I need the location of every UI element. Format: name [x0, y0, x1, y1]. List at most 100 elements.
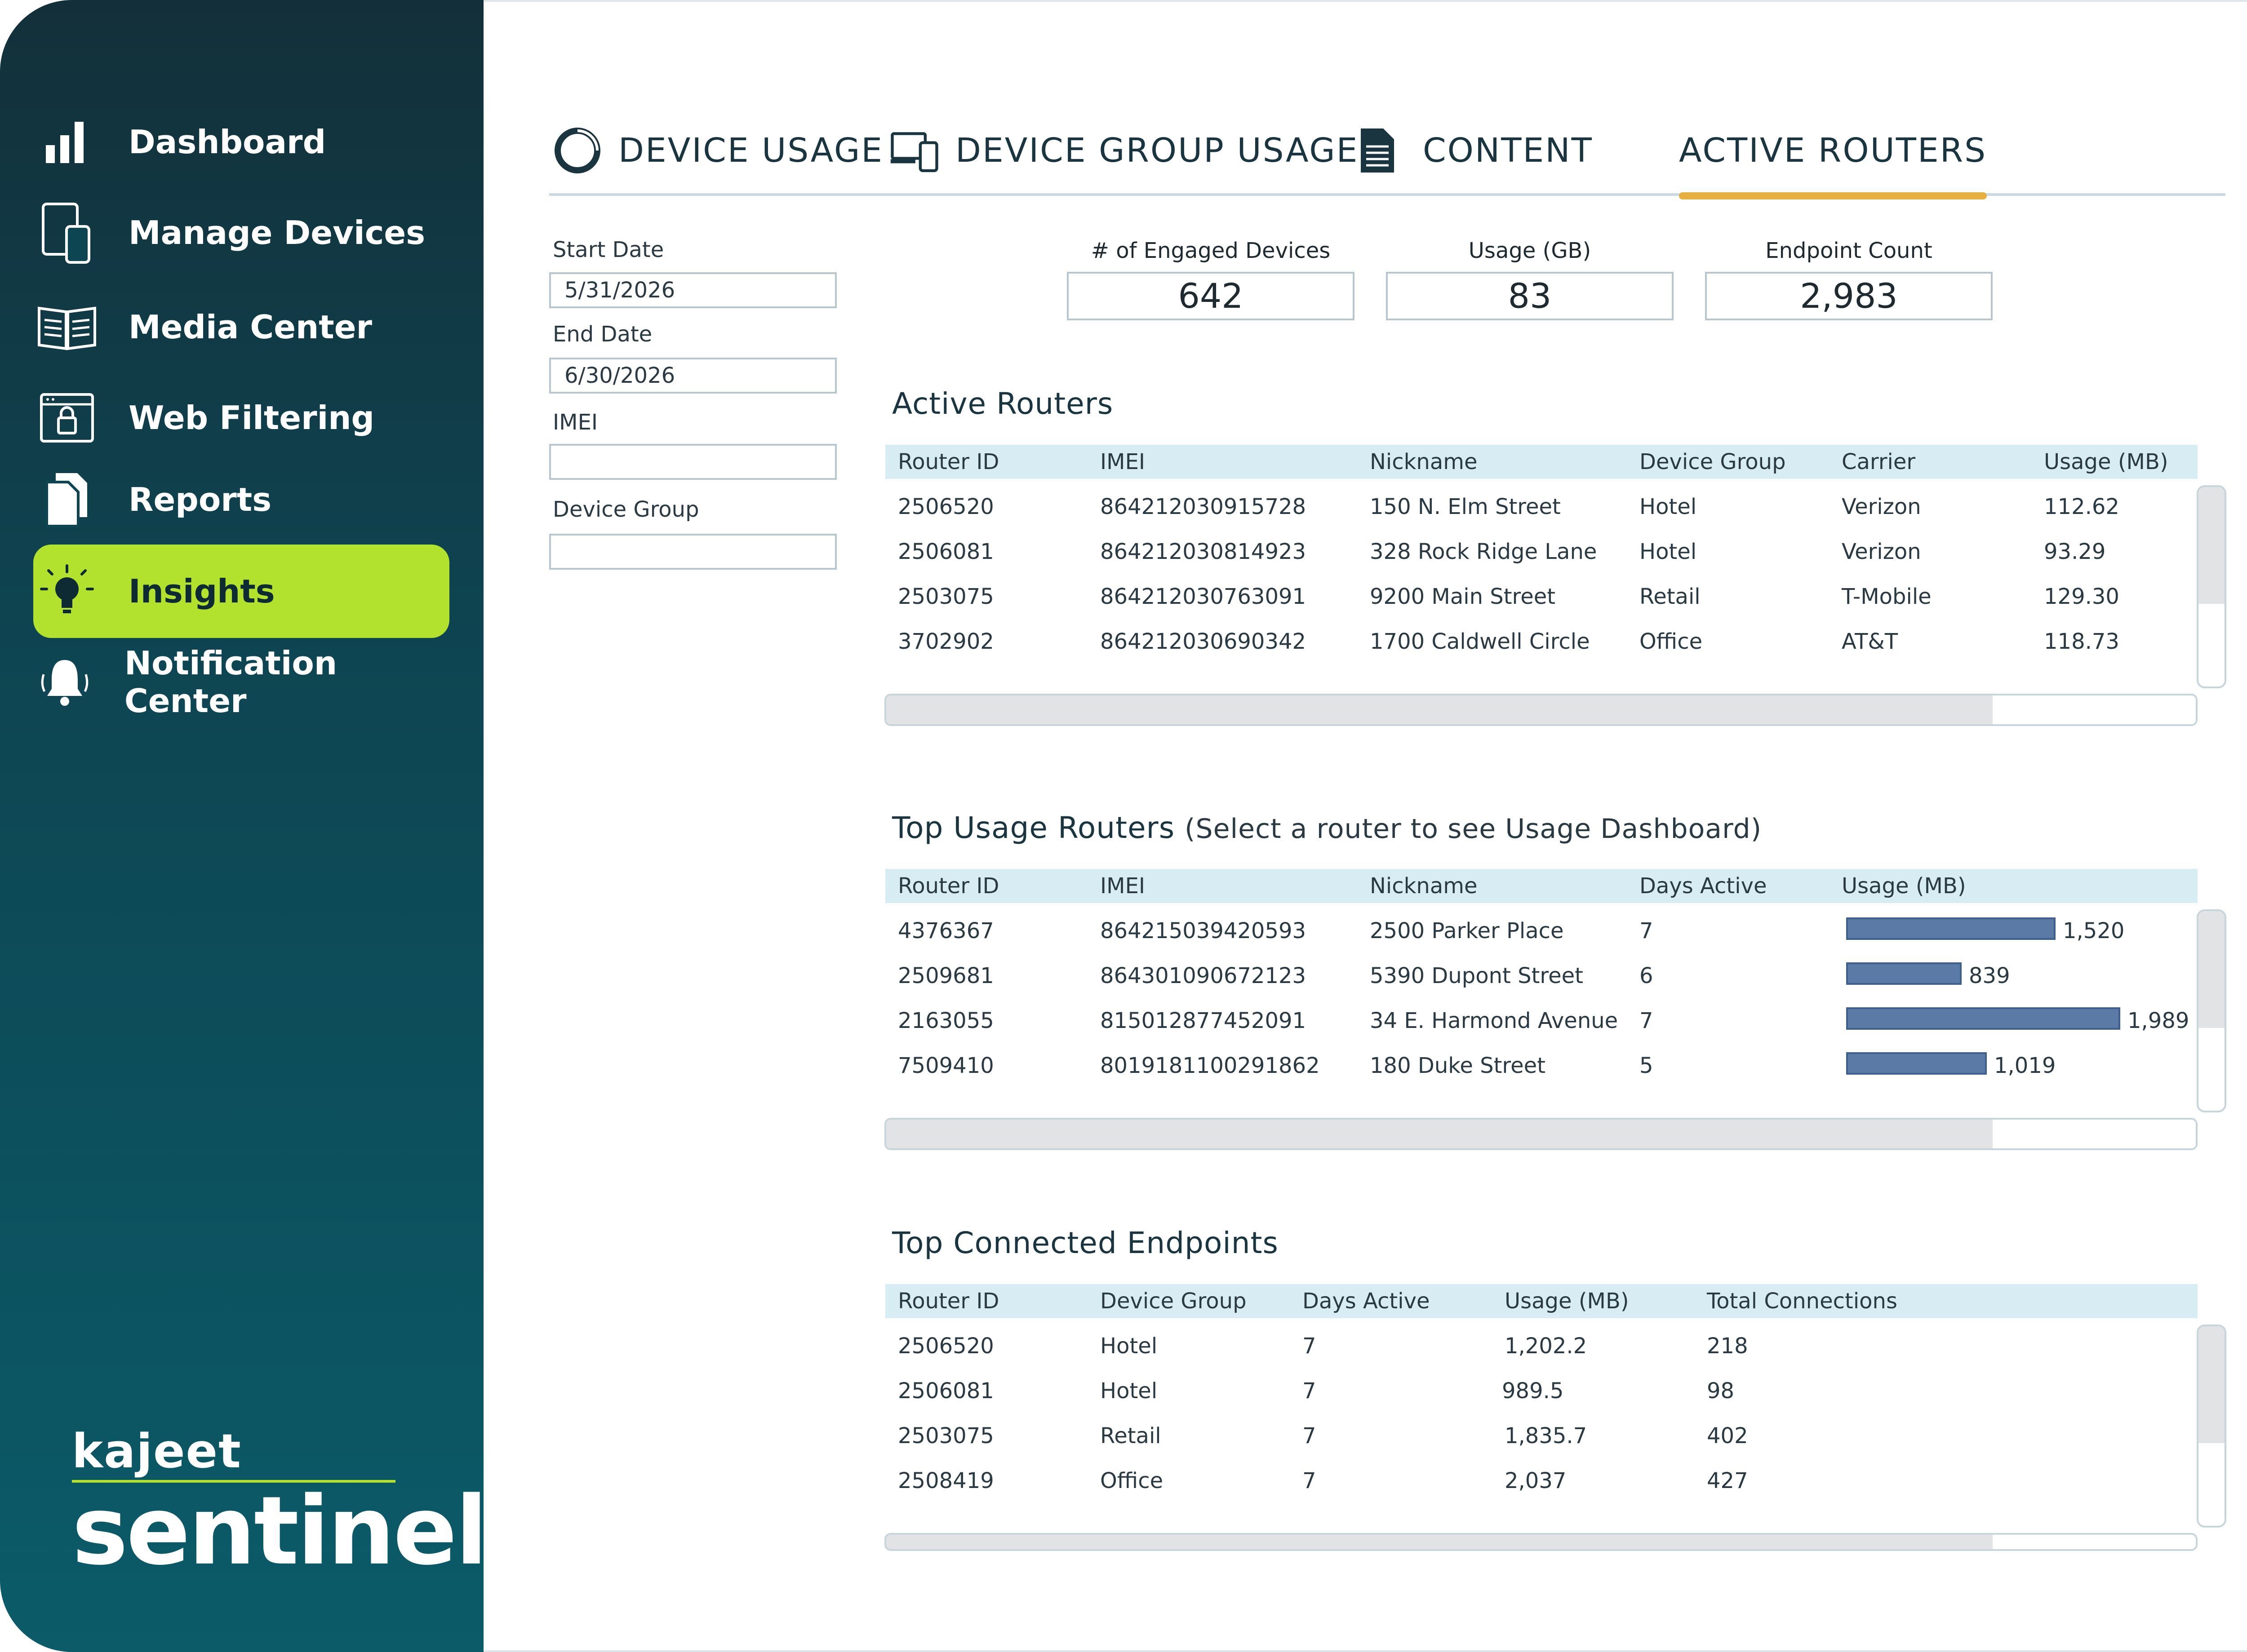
top-usage-horizontal-scrollbar[interactable]	[884, 1118, 2198, 1150]
top-endpoints-horizontal-scrollbar[interactable]	[884, 1533, 2198, 1551]
table-row[interactable]: 2506081 864212030814923 328 Rock Ridge L…	[885, 529, 2198, 574]
column-header[interactable]: Usage (MB)	[1505, 1289, 1629, 1314]
sidebar-item-web-filtering[interactable]: Web Filtering	[33, 371, 449, 465]
device-group-input[interactable]	[549, 534, 837, 570]
usage-bar	[1846, 917, 2056, 940]
sidebar-item-dashboard[interactable]: Dashboard	[33, 95, 449, 189]
table-row[interactable]: 2509681 864301090672123 5390 Dupont Street…	[885, 953, 2198, 998]
cell-days-active: 7	[1302, 1468, 1316, 1493]
usage-bar-label: 1,520	[2063, 918, 2125, 943]
cell-device-group: Hotel	[1100, 1333, 1158, 1359]
cell-device-group: Office	[1639, 629, 1703, 654]
start-date-input[interactable]: 5/31/2026	[549, 272, 837, 308]
cell-router-id: 2508419	[898, 1468, 994, 1493]
document-icon	[1357, 126, 1407, 175]
usage-bar	[1846, 1052, 1987, 1075]
top-endpoints-header: Router ID Device Group Days Active Usage…	[885, 1284, 2198, 1318]
usage-bar-label: 1,989	[2127, 1008, 2189, 1033]
tab-label: DEVICE USAGE	[618, 131, 884, 170]
cell-usage: 118.73	[2044, 629, 2119, 654]
active-routers-horizontal-scrollbar[interactable]	[884, 694, 2198, 726]
sidebar-item-media-center[interactable]: Media Center	[33, 280, 449, 374]
table-row[interactable]: 2506081 Hotel 7 989.5 98	[885, 1369, 2198, 1413]
scrollbar-thumb[interactable]	[886, 1535, 1993, 1549]
scrollbar-thumb[interactable]	[886, 695, 1993, 724]
table-row[interactable]: 2163055 815012877452091 34 E. Harmond Aven…	[885, 998, 2198, 1043]
sidebar-item-label: Insights	[129, 572, 275, 610]
active-routers-vertical-scrollbar[interactable]	[2197, 485, 2226, 688]
sidebar-item-manage-devices[interactable]: Manage Devices	[33, 186, 449, 279]
column-header[interactable]: Total Connections	[1707, 1289, 1897, 1314]
sidebar-item-label: Web Filtering	[129, 399, 375, 437]
tab-active-routers[interactable]: ACTIVE ROUTERS	[1679, 117, 1987, 199]
cell-carrier: Verizon	[1842, 539, 1921, 564]
scrollbar-thumb[interactable]	[2198, 487, 2225, 604]
tab-device-group-usage[interactable]: DEVICE GROUP USAGE	[890, 117, 1359, 184]
cell-nickname: 34 E. Harmond Avenue	[1370, 1008, 1618, 1033]
column-header[interactable]: Router ID	[898, 1289, 999, 1314]
cell-device-group: Retail	[1639, 584, 1701, 609]
column-header[interactable]: Days Active	[1639, 873, 1767, 899]
cell-total-connections: 402	[1707, 1423, 1748, 1448]
column-header[interactable]: Usage (MB)	[1842, 873, 1966, 899]
top-usage-header: Router ID IMEI Nickname Days Active Usag…	[885, 869, 2198, 903]
top-usage-vertical-scrollbar[interactable]	[2197, 909, 2226, 1112]
table-row[interactable]: 4376367 864215039420593 2500 Parker Place 7…	[885, 908, 2198, 953]
column-header[interactable]: Nickname	[1370, 873, 1478, 899]
cell-imei: 864215039420593	[1100, 918, 1306, 943]
column-header[interactable]: IMEI	[1100, 449, 1146, 474]
scrollbar-thumb[interactable]	[886, 1120, 1993, 1148]
table-row[interactable]: 2503075 864212030763091 9200 Main Street…	[885, 574, 2198, 619]
table-row[interactable]: 3702902 864212030690342 1700 Caldwell Ci…	[885, 619, 2198, 664]
column-header[interactable]: Carrier	[1842, 449, 1916, 474]
sidebar-item-label: Manage Devices	[129, 214, 426, 252]
active-routers-header: Router ID IMEI Nickname Device Group Car…	[885, 445, 2198, 479]
scrollbar-thumb[interactable]	[2198, 911, 2225, 1028]
cell-router-id: 2503075	[898, 1423, 994, 1448]
cell-usage: 1,835.7	[1505, 1423, 1587, 1448]
top-endpoints-vertical-scrollbar[interactable]	[2197, 1324, 2226, 1528]
cell-router-id: 2506081	[898, 1378, 994, 1404]
device-group-label: Device Group	[553, 497, 699, 522]
imei-input[interactable]	[549, 444, 837, 480]
sidebar-item-notification-center[interactable]: Notification Center	[33, 635, 449, 729]
column-header[interactable]: Nickname	[1370, 449, 1478, 474]
cell-device-group: Hotel	[1639, 539, 1697, 564]
cell-usage: 129.30	[2044, 584, 2119, 609]
tab-content[interactable]: CONTENT	[1357, 117, 1593, 184]
column-header[interactable]: Usage (MB)	[2044, 449, 2168, 474]
cell-days-active: 5	[1639, 1053, 1653, 1078]
table-row[interactable]: 2503075 Retail 7 1,835.7 402	[885, 1413, 2198, 1458]
cell-imei: 864212030690342	[1100, 629, 1306, 654]
book-icon	[33, 293, 101, 361]
column-header[interactable]: Device Group	[1639, 449, 1786, 474]
sidebar-item-insights[interactable]: Insights	[33, 545, 449, 638]
end-date-input[interactable]: 6/30/2026	[549, 358, 837, 394]
table-row[interactable]: 2508419 Office 7 2,037 427	[885, 1458, 2198, 1503]
column-header[interactable]: Router ID	[898, 873, 999, 899]
devices-icon	[33, 199, 101, 266]
column-header[interactable]: Days Active	[1302, 1289, 1430, 1314]
table-row[interactable]: 2506520 Hotel 7 1,202.2 218	[885, 1324, 2198, 1369]
cell-imei: 864301090672123	[1100, 963, 1306, 988]
cell-nickname: 328 Rock Ridge Lane	[1370, 539, 1597, 564]
cell-router-id: 2503075	[898, 584, 994, 609]
lightbulb-icon	[33, 558, 101, 625]
cell-nickname: 180 Duke Street	[1370, 1053, 1545, 1078]
table-row[interactable]: 2506520 864212030915728 150 N. Elm Stree…	[885, 484, 2198, 529]
column-header[interactable]: IMEI	[1100, 873, 1146, 899]
sidebar-item-label: Dashboard	[129, 123, 326, 161]
tab-device-usage[interactable]: DEVICE USAGE	[553, 117, 884, 184]
cell-imei: 815012877452091	[1100, 1008, 1306, 1033]
device-group-icon	[890, 126, 939, 175]
cell-carrier: Verizon	[1842, 494, 1921, 519]
sidebar-item-reports[interactable]: Reports	[33, 453, 449, 546]
scrollbar-thumb[interactable]	[2198, 1326, 2225, 1443]
column-header[interactable]: Device Group	[1100, 1289, 1247, 1314]
endpoint-count-label: Endpoint Count	[1765, 238, 1932, 263]
cell-nickname: 9200 Main Street	[1370, 584, 1556, 609]
cell-usage: 93.29	[2044, 539, 2106, 564]
table-row[interactable]: 7509410 8019181100291862 180 Duke Street 5 1…	[885, 1043, 2198, 1088]
column-header[interactable]: Router ID	[898, 449, 999, 474]
